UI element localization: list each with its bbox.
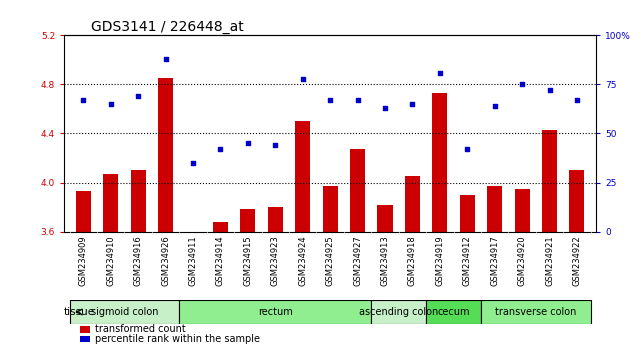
- Bar: [70, 300, 179, 324]
- Text: rectum: rectum: [258, 307, 293, 317]
- Point: [462, 146, 472, 152]
- Bar: [378, 205, 392, 232]
- Text: ascending colon: ascending colon: [359, 307, 438, 317]
- Text: GSM234917: GSM234917: [490, 235, 499, 286]
- Bar: [542, 130, 557, 232]
- Text: GDS3141 / 226448_at: GDS3141 / 226448_at: [91, 21, 244, 34]
- Point: [325, 97, 335, 103]
- Text: GSM234915: GSM234915: [244, 235, 253, 286]
- Point: [243, 141, 253, 146]
- Text: cecum: cecum: [437, 307, 470, 317]
- Point: [133, 93, 144, 99]
- Text: GSM234922: GSM234922: [572, 235, 581, 286]
- Point: [407, 101, 417, 107]
- Point: [490, 103, 500, 109]
- Text: GSM234913: GSM234913: [381, 235, 390, 286]
- Text: GSM234912: GSM234912: [463, 235, 472, 286]
- Text: GSM234926: GSM234926: [161, 235, 170, 286]
- Text: GSM234914: GSM234914: [216, 235, 225, 286]
- Point: [435, 70, 445, 75]
- Bar: [103, 174, 118, 232]
- Point: [215, 146, 226, 152]
- Bar: [487, 186, 502, 232]
- Bar: [432, 93, 447, 232]
- Text: transverse colon: transverse colon: [495, 307, 576, 317]
- Text: percentile rank within the sample: percentile rank within the sample: [95, 334, 260, 344]
- Text: GSM234924: GSM234924: [298, 235, 307, 286]
- Bar: [569, 170, 585, 232]
- Point: [517, 82, 527, 87]
- Point: [380, 105, 390, 111]
- Bar: [268, 207, 283, 232]
- Text: GSM234910: GSM234910: [106, 235, 115, 286]
- Text: GSM234919: GSM234919: [435, 235, 444, 286]
- Bar: [350, 149, 365, 232]
- Point: [297, 76, 308, 81]
- Text: GSM234920: GSM234920: [517, 235, 527, 286]
- Bar: [371, 300, 426, 324]
- Bar: [179, 300, 371, 324]
- Text: transformed count: transformed count: [95, 324, 186, 334]
- Point: [106, 101, 116, 107]
- Point: [160, 56, 171, 62]
- Bar: [460, 195, 475, 232]
- Text: GSM234923: GSM234923: [271, 235, 279, 286]
- Text: sigmoid colon: sigmoid colon: [90, 307, 158, 317]
- Text: tissue: tissue: [63, 307, 95, 317]
- Bar: [240, 210, 255, 232]
- Text: GSM234918: GSM234918: [408, 235, 417, 286]
- Bar: [405, 176, 420, 232]
- Bar: [131, 170, 146, 232]
- Point: [572, 97, 582, 103]
- Point: [78, 97, 88, 103]
- Bar: [80, 326, 90, 333]
- Bar: [80, 336, 90, 342]
- Text: GSM234925: GSM234925: [326, 235, 335, 286]
- Point: [353, 97, 363, 103]
- Text: GSM234921: GSM234921: [545, 235, 554, 286]
- Bar: [295, 121, 310, 232]
- Point: [270, 142, 280, 148]
- Bar: [158, 78, 173, 232]
- Bar: [426, 300, 481, 324]
- Bar: [213, 222, 228, 232]
- Bar: [322, 186, 338, 232]
- Point: [544, 87, 554, 93]
- Point: [188, 160, 198, 166]
- Text: GSM234909: GSM234909: [79, 235, 88, 286]
- Bar: [481, 300, 590, 324]
- Bar: [76, 191, 91, 232]
- Text: GSM234927: GSM234927: [353, 235, 362, 286]
- Bar: [515, 189, 529, 232]
- Text: GSM234916: GSM234916: [133, 235, 143, 286]
- Text: GSM234911: GSM234911: [188, 235, 197, 286]
